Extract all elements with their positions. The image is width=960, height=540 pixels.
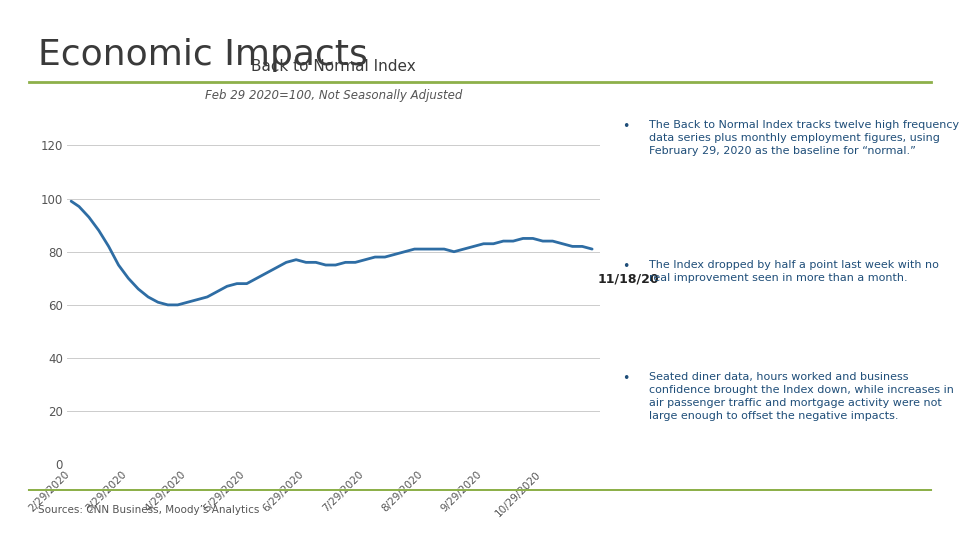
Text: Back to Normal Index: Back to Normal Index	[252, 59, 416, 74]
Text: •: •	[622, 372, 630, 384]
Text: 11/18/20: 11/18/20	[598, 273, 660, 286]
Text: •: •	[622, 120, 630, 133]
Text: Sources: CNN Business, Moody’s Analytics: Sources: CNN Business, Moody’s Analytics	[38, 505, 260, 515]
Text: Seated diner data, hours worked and business confidence brought the Index down, : Seated diner data, hours worked and busi…	[649, 372, 953, 421]
Text: •: •	[622, 260, 630, 273]
Text: The Index dropped by half a point last week with no real improvement seen in mor: The Index dropped by half a point last w…	[649, 260, 939, 283]
Text: Feb 29 2020=100, Not Seasonally Adjusted: Feb 29 2020=100, Not Seasonally Adjusted	[204, 89, 463, 102]
Text: Economic Impacts: Economic Impacts	[38, 38, 369, 72]
Text: The Back to Normal Index tracks twelve high frequency data series plus monthly e: The Back to Normal Index tracks twelve h…	[649, 120, 959, 156]
